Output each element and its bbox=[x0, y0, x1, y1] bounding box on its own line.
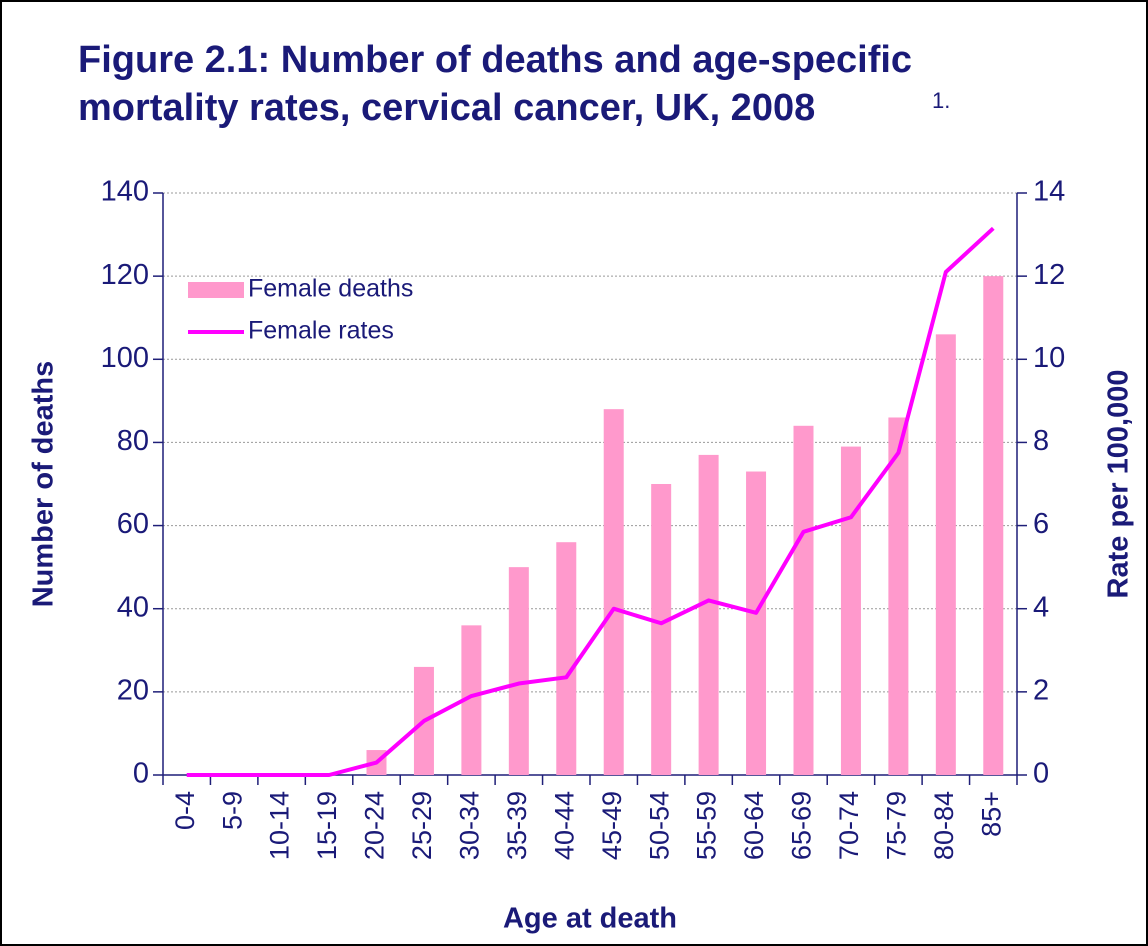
x-tick-label: 70-74 bbox=[834, 791, 864, 860]
bar bbox=[461, 625, 482, 775]
title-note: 1. bbox=[932, 88, 950, 113]
x-tick-label: 25-29 bbox=[407, 791, 437, 860]
x-tick-label: 20-24 bbox=[360, 791, 390, 860]
y-tick-label: 60 bbox=[117, 508, 149, 540]
bar bbox=[840, 446, 861, 775]
x-tick-label: 45-49 bbox=[597, 791, 627, 860]
x-tick-label: 60-64 bbox=[739, 791, 769, 860]
x-tick-label: 65-69 bbox=[787, 791, 817, 860]
y-tick-label: 100 bbox=[101, 342, 149, 374]
y2-axis-label: Rate per 100,000 bbox=[1103, 370, 1135, 599]
y-axis-label: Number of deaths bbox=[28, 361, 60, 608]
y2-tick-label: 14 bbox=[1033, 176, 1065, 208]
y2-tick-label: 6 bbox=[1033, 508, 1049, 540]
legend-swatch bbox=[188, 282, 244, 298]
chart-title: Figure 2.1: Number of deaths and age-spe… bbox=[78, 39, 912, 81]
y-tick-label: 0 bbox=[133, 758, 149, 790]
bar bbox=[888, 417, 909, 775]
chart-title: mortality rates, cervical cancer, UK, 20… bbox=[78, 87, 815, 129]
x-tick-label: 0-4 bbox=[170, 791, 200, 830]
x-tick-label: 15-19 bbox=[312, 791, 342, 860]
bar bbox=[651, 484, 672, 775]
bar bbox=[793, 425, 814, 775]
x-tick-label: 5-9 bbox=[217, 791, 247, 830]
x-tick-label: 80-84 bbox=[929, 791, 959, 860]
x-tick-label: 85+ bbox=[976, 791, 1006, 837]
y2-tick-label: 2 bbox=[1033, 675, 1049, 707]
x-tick-label: 30-34 bbox=[455, 791, 485, 860]
y-tick-label: 20 bbox=[117, 675, 149, 707]
y2-tick-label: 0 bbox=[1033, 758, 1049, 790]
x-tick-label: 75-79 bbox=[882, 791, 912, 860]
x-tick-label: 40-44 bbox=[549, 791, 579, 860]
y-tick-label: 140 bbox=[101, 176, 149, 208]
y2-tick-label: 10 bbox=[1033, 342, 1065, 374]
bar bbox=[603, 409, 624, 775]
bar bbox=[698, 454, 719, 775]
x-tick-label: 35-39 bbox=[502, 791, 532, 860]
bar bbox=[556, 542, 577, 775]
y2-tick-label: 4 bbox=[1033, 591, 1049, 623]
x-tick-label: 50-54 bbox=[644, 791, 674, 860]
legend-label: Female deaths bbox=[248, 275, 413, 303]
bar bbox=[508, 567, 529, 775]
y-tick-label: 120 bbox=[101, 259, 149, 291]
legend-label: Female rates bbox=[248, 317, 394, 345]
x-tick-label: 55-59 bbox=[692, 791, 722, 860]
x-axis-label: Age at death bbox=[503, 903, 677, 935]
line bbox=[186, 226, 995, 777]
y-tick-label: 40 bbox=[117, 591, 149, 623]
y2-tick-label: 8 bbox=[1033, 425, 1049, 457]
x-tick-label: 10-14 bbox=[265, 791, 295, 860]
y2-tick-label: 12 bbox=[1033, 259, 1065, 291]
y-tick-label: 80 bbox=[117, 425, 149, 457]
bar bbox=[746, 471, 767, 775]
bar bbox=[983, 276, 1004, 775]
bar bbox=[935, 334, 956, 775]
